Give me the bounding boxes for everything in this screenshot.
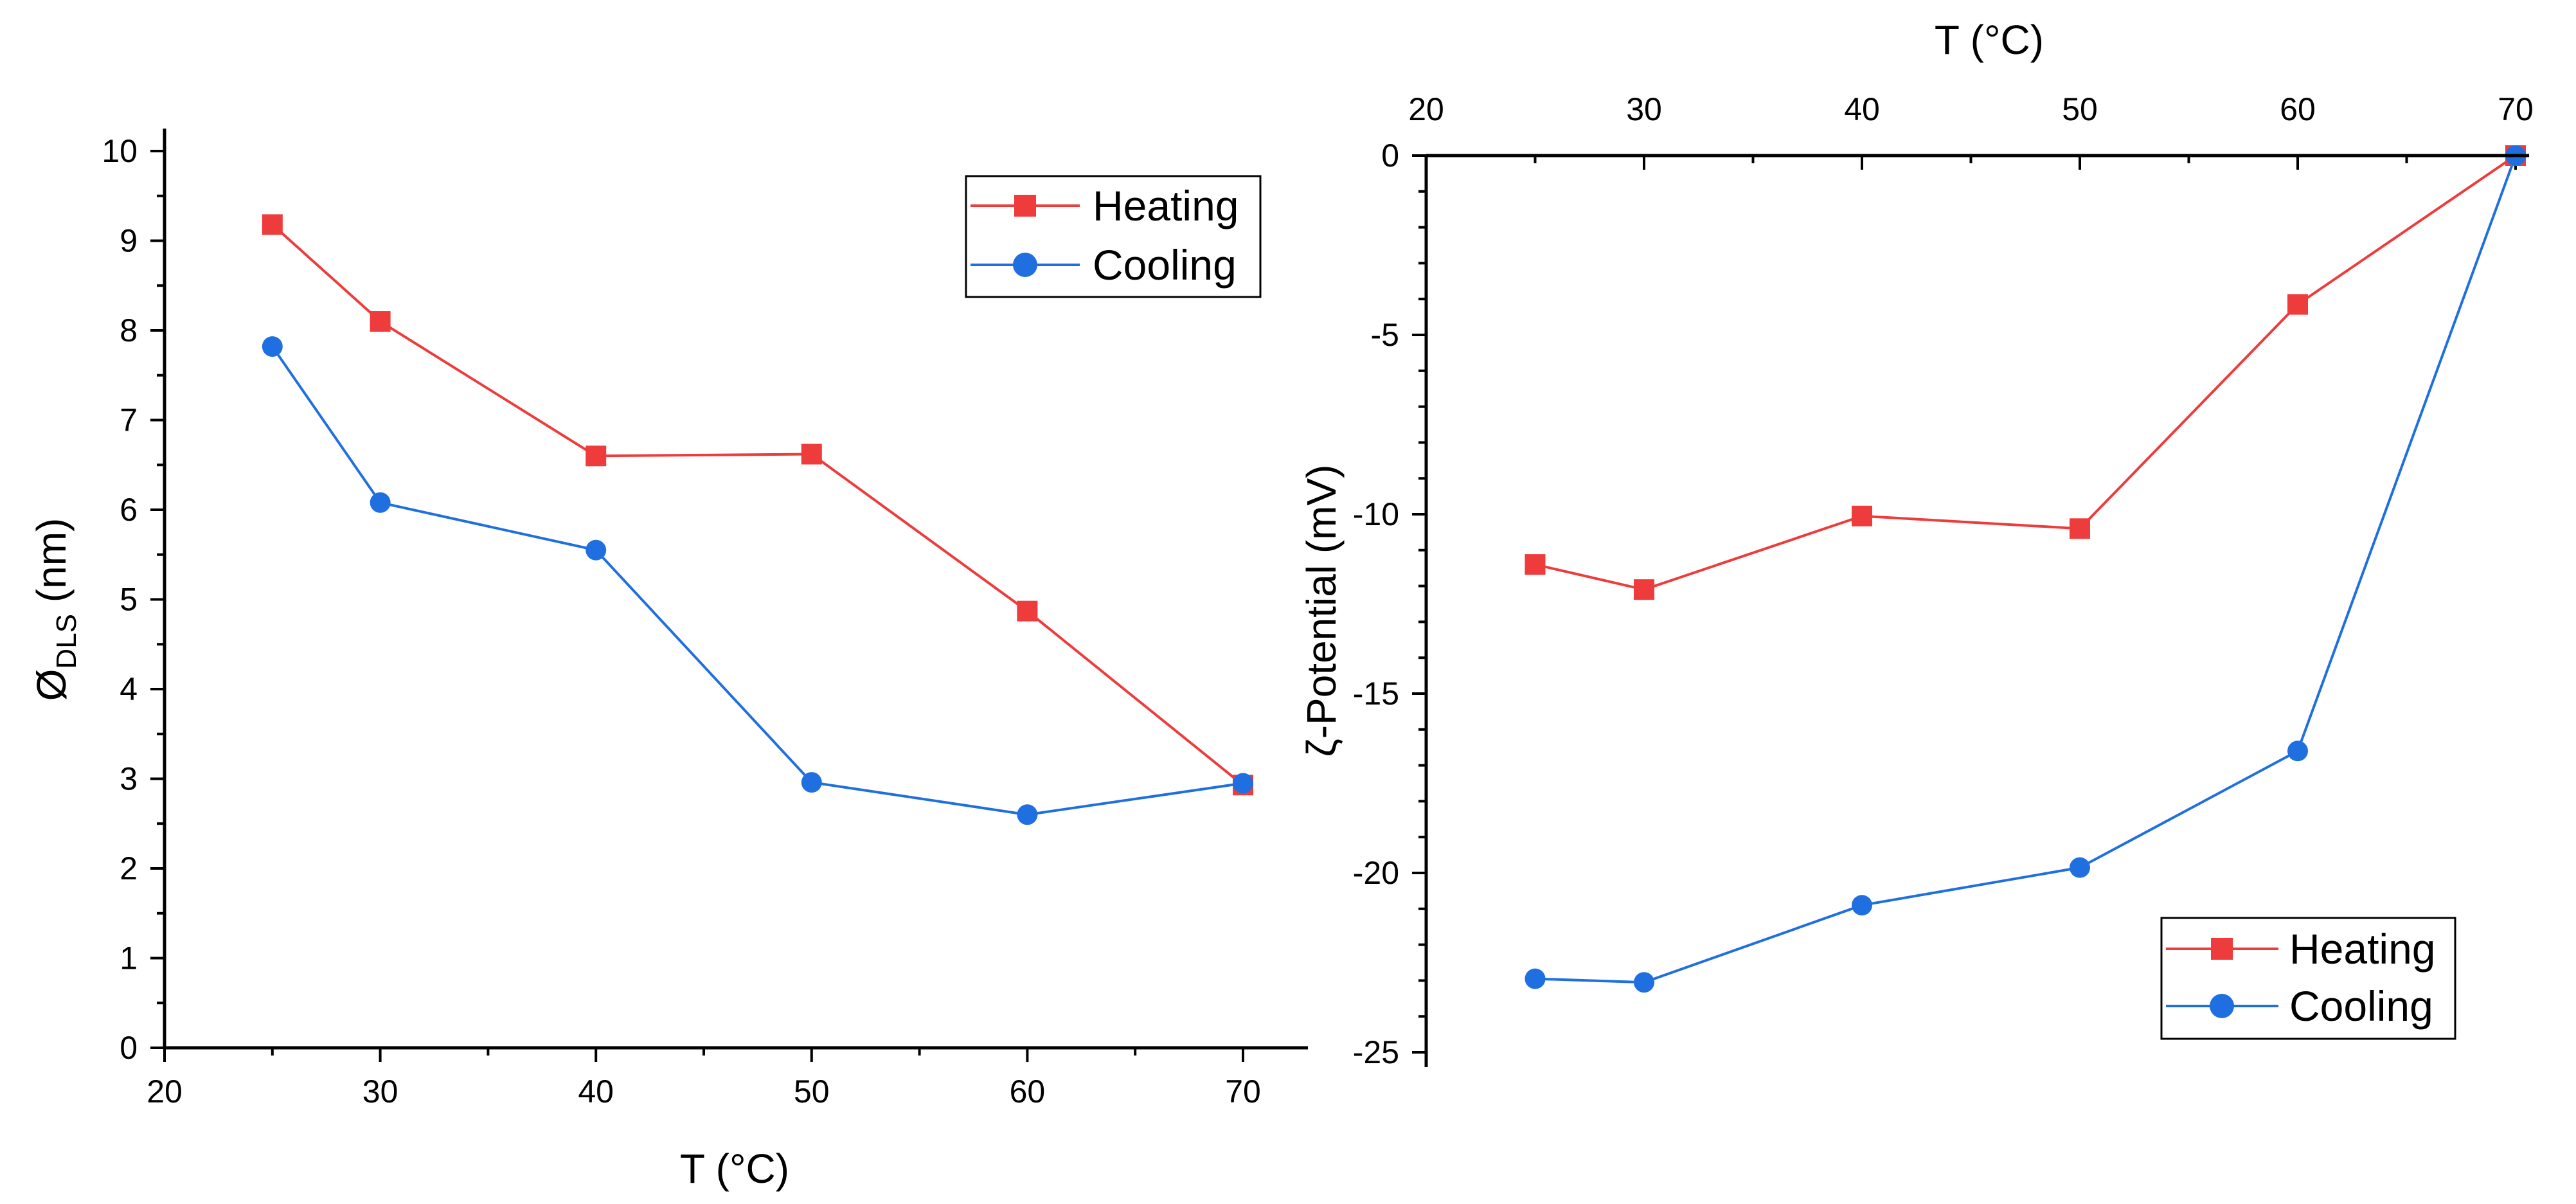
dls-legend-cooling-marker	[1013, 253, 1037, 277]
zeta-cooling-point	[1525, 968, 1546, 989]
zeta-x-tick-label: 20	[1408, 91, 1444, 127]
dls-heating-line	[271, 223, 1244, 786]
dls-y-tick-label: 7	[120, 402, 138, 438]
zeta-y-tick-label: 0	[1381, 138, 1399, 174]
dls-y-tick-label: 6	[120, 492, 138, 528]
dls-y-tick-label: 4	[120, 671, 138, 707]
dls-x-tick-label: 30	[362, 1074, 398, 1110]
dls-y-tick-label: 0	[120, 1030, 138, 1066]
zeta-x-tick-label: 70	[2498, 91, 2534, 127]
dls-cooling-point	[1233, 773, 1253, 794]
zeta-legend-cooling-label: Cooling	[2289, 982, 2433, 1030]
dls-y-axis-title-sub: DLS	[51, 614, 82, 669]
dls-cooling-point	[586, 539, 607, 561]
dls-y-axis-title: ØDLS (nm)	[28, 518, 82, 701]
dls-series-lines	[271, 223, 1244, 816]
dls-y-tick-label: 10	[102, 133, 138, 169]
dls-cooling-line	[271, 345, 1244, 816]
dls-legend: Heating Cooling	[965, 175, 1262, 298]
zeta-x-tick-label: 40	[1844, 91, 1880, 127]
dls-markers	[262, 214, 1253, 825]
zeta-legend-heating-marker	[2211, 938, 2233, 960]
dls-heating-point	[262, 214, 283, 235]
zeta-chart: 20 30 40 50 60 70 0 -5 -10 -15 -20 -25 T (°C) ζ-Pot…	[1298, 17, 2534, 1070]
dls-x-tick-label: 50	[794, 1074, 830, 1110]
zeta-heating-point	[2287, 294, 2308, 315]
zeta-heating-point	[2070, 518, 2090, 539]
zeta-ticks: 20 30 40 50 60 70 0 -5 -10 -15 -20 -25	[1353, 91, 2534, 1070]
dls-heating-point	[586, 445, 607, 467]
zeta-x-tick-label: 60	[2280, 91, 2316, 127]
zeta-y-tick-label: -25	[1353, 1034, 1399, 1070]
dls-heating-point	[1017, 600, 1038, 622]
dls-ticks: 20 30 40 50 60 70 0 1 2 3 4 5 6 7 8 9 10	[102, 133, 1260, 1110]
zeta-legend-box	[2160, 917, 2456, 1040]
zeta-cooling-point	[1852, 895, 1872, 916]
dls-y-axis-title-unit: (nm)	[28, 518, 75, 614]
dls-cooling-point	[801, 772, 822, 793]
dls-legend-heating-label: Heating	[1093, 182, 1239, 229]
dls-x-axis-title: T (°C)	[680, 1146, 789, 1192]
zeta-x-axis-title: T (°C)	[1935, 17, 2044, 63]
zeta-y-tick-label: -10	[1353, 496, 1399, 532]
dls-heating-point	[801, 444, 822, 465]
zeta-cooling-point	[2070, 857, 2090, 878]
dls-x-tick-label: 20	[147, 1074, 183, 1110]
zeta-y-tick-label: -20	[1353, 855, 1399, 891]
dls-y-axis-title-main: Ø	[28, 669, 75, 701]
dls-y-tick-label: 2	[120, 850, 138, 886]
dls-chart: 20 30 40 50 60 70 0 1 2 3 4 5 6 7 8 9 10 T (°C) ØDLS (nm…	[28, 129, 1308, 1192]
dls-cooling-point	[262, 336, 283, 357]
dls-y-tick-label: 3	[120, 761, 138, 797]
dls-cooling-point	[1017, 804, 1038, 825]
dls-y-tick-label: 8	[120, 312, 138, 348]
dls-cooling-point	[370, 492, 391, 513]
zeta-y-tick-label: -15	[1353, 676, 1399, 712]
zeta-legend-heating-label: Heating	[2289, 925, 2436, 973]
zeta-cooling-point	[2287, 741, 2308, 762]
dls-legend-heating-marker	[1014, 195, 1036, 217]
zeta-heating-point	[1634, 579, 1654, 600]
dls-heating-point	[370, 311, 391, 332]
dls-y-tick-label: 1	[120, 940, 138, 976]
dls-y-tick-label: 5	[120, 582, 138, 618]
zeta-y-axis-title: ζ-Potential (mV)	[1298, 465, 1345, 757]
zeta-x-tick-label: 30	[1626, 91, 1662, 127]
zeta-heating-point	[1525, 554, 1546, 575]
dls-x-tick-label: 70	[1225, 1074, 1261, 1110]
zeta-legend: Heating Cooling	[2160, 917, 2456, 1040]
zeta-markers	[1525, 145, 2526, 993]
dls-x-tick-label: 40	[578, 1074, 614, 1110]
zeta-cooling-line	[1535, 155, 2517, 984]
zeta-x-tick-label: 50	[2062, 91, 2098, 127]
zeta-heating-line	[1535, 154, 2517, 591]
zeta-series-lines	[1535, 154, 2517, 984]
dls-x-tick-label: 60	[1010, 1074, 1046, 1110]
zeta-heating-point	[1852, 505, 1872, 526]
zeta-cooling-point	[1634, 972, 1654, 993]
dls-legend-cooling-label: Cooling	[1093, 241, 1237, 289]
zeta-legend-cooling-marker	[2210, 994, 2234, 1018]
dls-y-tick-label: 9	[120, 223, 138, 259]
zeta-y-tick-label: -5	[1371, 317, 1399, 353]
